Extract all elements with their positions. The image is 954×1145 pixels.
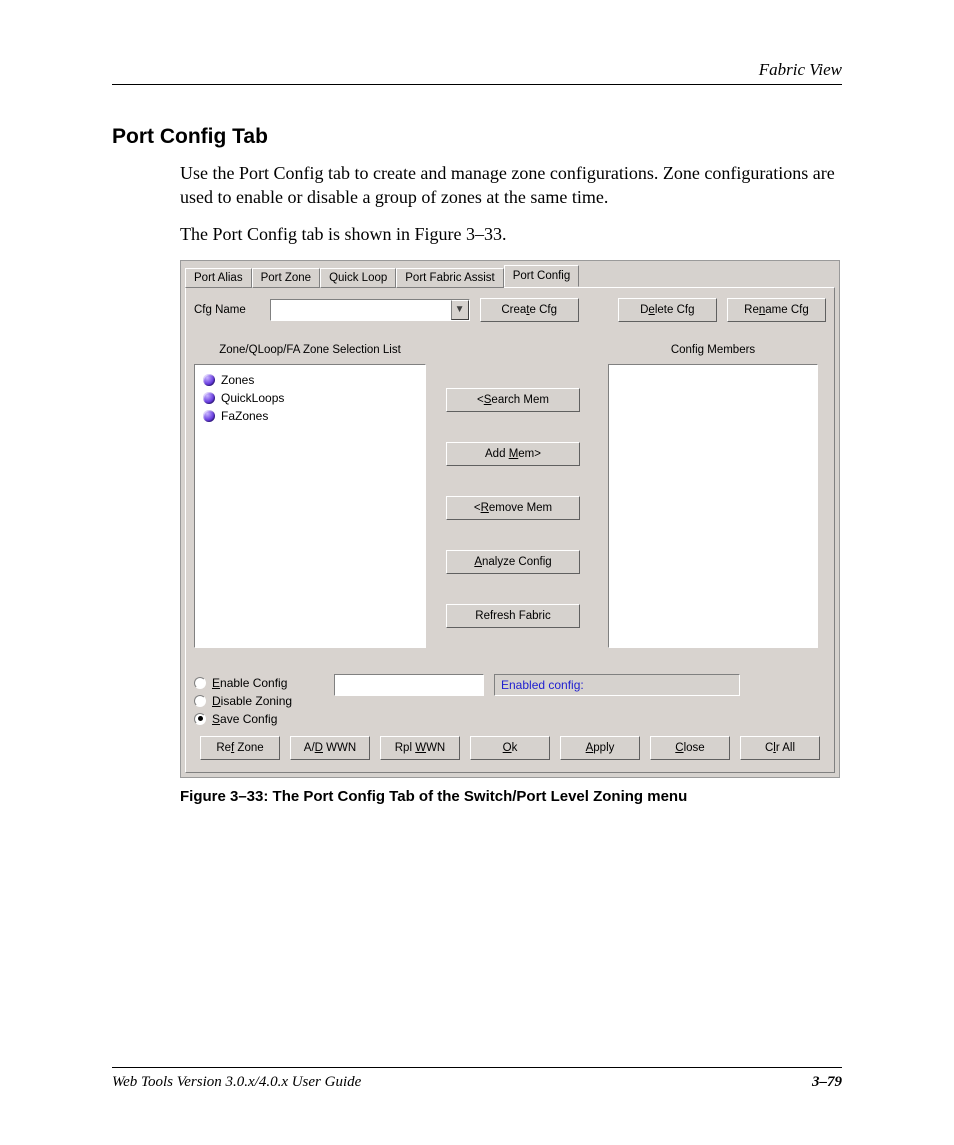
tab-quick-loop[interactable]: Quick Loop	[320, 268, 396, 288]
footer-page-number: 3–79	[812, 1074, 842, 1091]
page-footer: Web Tools Version 3.0.x/4.0.x User Guide…	[112, 1067, 842, 1091]
cfg-name-combo[interactable]: ▼	[270, 299, 469, 321]
tree-item-label: FaZones	[221, 407, 268, 425]
analyze-config-button[interactable]: Analyze Config	[446, 550, 580, 574]
tab-port-fabric-assist[interactable]: Port Fabric Assist	[396, 268, 503, 288]
radio-label: Enable Config	[212, 674, 287, 692]
ad-wwn-button[interactable]: A/D WWN	[290, 736, 370, 760]
tree-item-label: QuickLoops	[221, 389, 284, 407]
radio-disable-zoning[interactable]	[194, 695, 206, 707]
tab-port-config[interactable]: Port Config	[504, 265, 580, 287]
radio-enable-config[interactable]	[194, 677, 206, 689]
config-members-list[interactable]	[608, 364, 818, 648]
radio-label: Save Config	[212, 710, 277, 728]
radio-save-config-row[interactable]: Save Config	[194, 710, 334, 728]
refresh-fabric-button[interactable]: Refresh Fabric	[446, 604, 580, 628]
section-title: Port Config Tab	[112, 125, 842, 149]
tree-item-label: Zones	[221, 371, 254, 389]
sphere-icon	[203, 374, 215, 386]
ok-button[interactable]: Ok	[470, 736, 550, 760]
tab-panel: Cfg Name ▼ Create Cfg Delete Cfg Rename …	[185, 287, 835, 773]
right-column-heading: Config Members	[600, 332, 826, 364]
search-mem-button[interactable]: <Search Mem	[446, 388, 580, 412]
enabled-config-display: Enabled config:	[494, 674, 740, 696]
sphere-icon	[203, 392, 215, 404]
cfg-name-drop-icon[interactable]: ▼	[451, 300, 469, 320]
radio-disable-zoning-row[interactable]: Disable Zoning	[194, 692, 334, 710]
bottom-button-bar: Ref Zone A/D WWN Rpl WWN Ok Apply Close …	[194, 728, 826, 764]
body-paragraph-1: Use the Port Config tab to create and ma…	[180, 161, 842, 210]
body-paragraph-2: The Port Config tab is shown in Figure 3…	[180, 222, 842, 246]
cfg-name-field[interactable]	[271, 300, 450, 320]
rpl-wwn-button[interactable]: Rpl WWN	[380, 736, 460, 760]
rename-cfg-button[interactable]: Rename Cfg	[727, 298, 826, 322]
delete-cfg-button[interactable]: Delete Cfg	[618, 298, 717, 322]
port-config-screenshot: Port Alias Port Zone Quick Loop Port Fab…	[180, 260, 840, 778]
clr-all-button[interactable]: Clr All	[740, 736, 820, 760]
sphere-icon	[203, 410, 215, 422]
tab-port-alias[interactable]: Port Alias	[185, 268, 252, 288]
chapter-header: Fabric View	[112, 60, 842, 85]
remove-mem-button[interactable]: <Remove Mem	[446, 496, 580, 520]
tree-item-quickloops[interactable]: QuickLoops	[203, 389, 417, 407]
tab-strip: Port Alias Port Zone Quick Loop Port Fab…	[181, 261, 839, 287]
config-text-field[interactable]	[334, 674, 484, 696]
add-mem-button[interactable]: Add Mem>	[446, 442, 580, 466]
tab-port-zone[interactable]: Port Zone	[252, 268, 321, 288]
radio-label: Disable Zoning	[212, 692, 292, 710]
ref-zone-button[interactable]: Ref Zone	[200, 736, 280, 760]
figure-caption: Figure 3–33: The Port Config Tab of the …	[180, 788, 842, 805]
radio-save-config[interactable]	[194, 713, 206, 725]
footer-guide-title: Web Tools Version 3.0.x/4.0.x User Guide	[112, 1074, 361, 1091]
tree-item-zones[interactable]: Zones	[203, 371, 417, 389]
left-column-heading: Zone/QLoop/FA Zone Selection List	[194, 332, 426, 364]
cfg-name-label: Cfg Name	[194, 304, 260, 316]
create-cfg-button[interactable]: Create Cfg	[480, 298, 579, 322]
tree-item-fazones[interactable]: FaZones	[203, 407, 417, 425]
apply-button[interactable]: Apply	[560, 736, 640, 760]
selection-list[interactable]: Zones QuickLoops FaZones	[194, 364, 426, 648]
close-button[interactable]: Close	[650, 736, 730, 760]
radio-enable-config-row[interactable]: Enable Config	[194, 674, 334, 692]
enabled-config-text: Enabled config:	[501, 678, 584, 692]
